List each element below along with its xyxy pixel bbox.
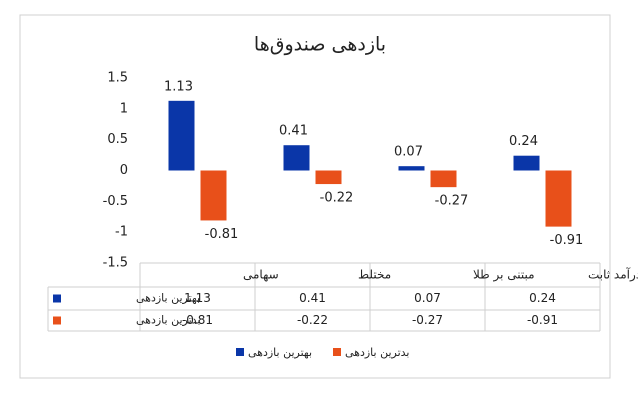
y-tick-label: -0.5 <box>103 194 128 209</box>
bar <box>513 155 540 171</box>
table-legend-key <box>53 294 61 303</box>
legend-label: بدترین بازدهی <box>345 346 410 359</box>
data-label: 0.24 <box>509 134 538 149</box>
chart-frame <box>19 14 611 379</box>
data-label: -0.81 <box>205 227 239 242</box>
y-tick-label: -1.5 <box>103 256 128 271</box>
table-series-name: بدترین بازدهی <box>136 314 201 327</box>
table-value: 0.07 <box>414 291 441 305</box>
y-tick-label: 0.5 <box>107 132 128 147</box>
table-value: 0.41 <box>299 291 326 305</box>
legend-key <box>333 348 341 356</box>
table-legend-key <box>53 316 61 325</box>
chart-title: بازدهی صندوق‌ها <box>254 34 386 56</box>
data-label: 1.13 <box>164 79 193 94</box>
y-tick-label: 1.5 <box>107 71 128 86</box>
y-tick-label: 1 <box>120 101 128 116</box>
table-value: -0.81 <box>182 313 213 327</box>
data-label: 0.41 <box>279 124 308 139</box>
bar <box>283 145 310 171</box>
y-tick-label: 0 <box>120 163 128 178</box>
bar <box>430 170 457 188</box>
data-label: -0.22 <box>320 191 354 206</box>
table-series-name: بهترین بازدهی <box>136 292 200 305</box>
x-tick-label: مبتنی بر طلا <box>473 268 535 283</box>
data-label: 0.07 <box>394 145 423 160</box>
x-tick-label: مختلط <box>358 268 391 282</box>
data-label: -0.91 <box>550 233 584 248</box>
x-tick-label: سهامی <box>243 268 279 282</box>
bar <box>200 170 227 221</box>
bar <box>315 170 342 185</box>
legend-key <box>236 348 244 356</box>
table-value: -0.22 <box>297 313 328 327</box>
legend-label: بهترین بازدهی <box>248 346 312 359</box>
table-value: -0.27 <box>412 313 443 327</box>
bar <box>398 166 425 171</box>
bar <box>168 100 195 171</box>
table-value: 1.13 <box>184 291 211 305</box>
table-value: 0.24 <box>529 291 556 305</box>
data-label: -0.27 <box>435 194 469 209</box>
bar <box>545 170 572 227</box>
x-tick-label: درآمد ثابت <box>588 267 638 283</box>
y-tick-label: -1 <box>115 225 128 240</box>
table-value: -0.91 <box>527 313 558 327</box>
